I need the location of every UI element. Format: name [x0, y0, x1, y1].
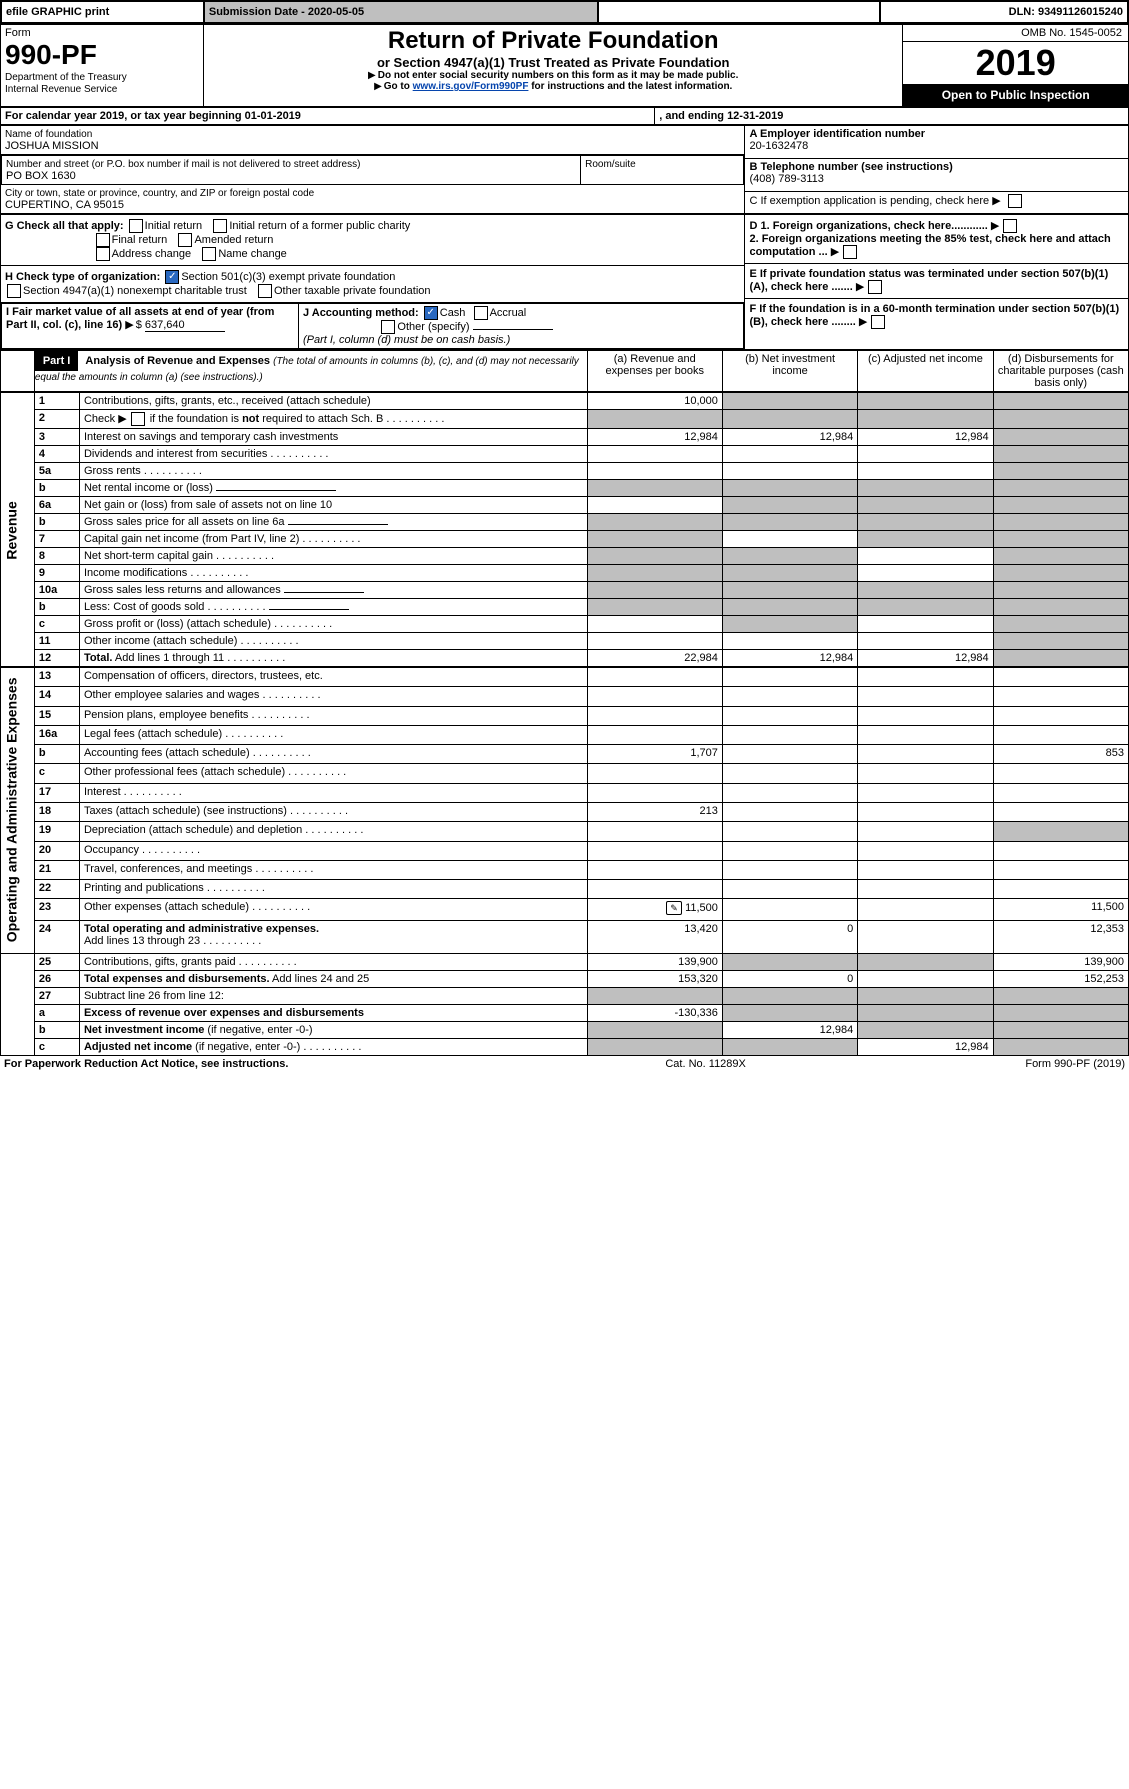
d2: 2. Foreign organizations meeting the 85%… — [749, 233, 1110, 258]
g-initial-return[interactable] — [129, 219, 143, 233]
omb: OMB No. 1545-0052 — [903, 25, 1128, 42]
d1-checkbox[interactable] — [1003, 219, 1017, 233]
j-note: (Part I, column (d) must be on cash basi… — [303, 334, 510, 346]
footer-form: Form 990-PF (2019) — [847, 1056, 1129, 1072]
g-name[interactable] — [202, 247, 216, 261]
expenses-label: Operating and Administrative Expenses — [1, 667, 35, 953]
g-initial-former[interactable] — [213, 219, 227, 233]
form-link[interactable]: www.irs.gov/Form990PF — [413, 81, 529, 92]
col-b-header: (b) Net investment income — [722, 351, 857, 392]
identity-block: Name of foundation JOSHUA MISSION Number… — [0, 125, 1129, 214]
part1-table: Revenue 1 Contributions, gifts, grants, … — [0, 392, 1129, 1056]
e-label: E If private foundation status was termi… — [749, 268, 1108, 293]
g-amended[interactable] — [178, 233, 192, 247]
tax-year: 2019 — [903, 42, 1128, 84]
g-address[interactable] — [96, 247, 110, 261]
j-accrual[interactable] — [474, 306, 488, 320]
open-inspection: Open to Public Inspection — [903, 84, 1128, 106]
j-other[interactable] — [381, 320, 395, 334]
foundation-name: JOSHUA MISSION — [5, 140, 99, 152]
attachment-icon[interactable]: ✎ — [666, 901, 682, 915]
address: PO BOX 1630 — [6, 170, 76, 182]
irs: Internal Revenue Service — [5, 84, 117, 95]
tel-label: B Telephone number (see instructions) — [749, 161, 952, 173]
h-501c3[interactable] — [165, 270, 179, 284]
c-checkbox[interactable] — [1008, 194, 1022, 208]
telephone: (408) 789-3113 — [749, 173, 823, 185]
page-footer: For Paperwork Reduction Act Notice, see … — [0, 1056, 1129, 1072]
i-label: I Fair market value of all assets at end… — [6, 306, 274, 331]
revenue-label: Revenue — [1, 393, 35, 668]
dln: DLN: 93491126015240 — [880, 1, 1128, 23]
form-label: Form — [5, 27, 31, 39]
form-number: 990-PF — [5, 39, 97, 70]
top-bar: efile GRAPHIC print Submission Date - 20… — [0, 0, 1129, 24]
col-d-header: (d) Disbursements for charitable purpose… — [993, 351, 1128, 392]
form-subtitle: or Section 4947(a)(1) Trust Treated as P… — [208, 55, 898, 70]
d1: D 1. Foreign organizations, check here..… — [749, 220, 987, 232]
j-cash[interactable] — [424, 306, 438, 320]
dept: Department of the Treasury — [5, 72, 127, 83]
cal-end: , and ending 12-31-2019 — [659, 110, 783, 122]
f-checkbox[interactable] — [871, 315, 885, 329]
h-other-taxable[interactable] — [258, 284, 272, 298]
form-header: Form 990-PF Department of the Treasury I… — [0, 24, 1129, 107]
room-label: Room/suite — [585, 159, 636, 170]
col-c-header: (c) Adjusted net income — [858, 351, 993, 392]
i-value: 637,640 — [145, 319, 225, 332]
ein-label: A Employer identification number — [749, 128, 925, 140]
arrow-icon — [992, 195, 1002, 207]
form-title: Return of Private Foundation — [208, 27, 898, 55]
g-label: G Check all that apply: — [5, 220, 124, 232]
h-4947[interactable] — [7, 284, 21, 298]
footer-catno: Cat. No. 11289X — [565, 1056, 847, 1072]
city-label: City or town, state or province, country… — [5, 188, 314, 199]
col-a-header: (a) Revenue and expenses per books — [587, 351, 722, 392]
addr-label: Number and street (or P.O. box number if… — [6, 159, 360, 170]
e-checkbox[interactable] — [868, 280, 882, 294]
name-label: Name of foundation — [5, 129, 92, 140]
cal-begin: For calendar year 2019, or tax year begi… — [5, 110, 301, 122]
efile-print[interactable]: efile GRAPHIC print — [1, 1, 204, 23]
line2-checkbox[interactable] — [131, 412, 145, 426]
submission-date: Submission Date - 2020-05-05 — [204, 1, 598, 23]
c-label: C If exemption application is pending, c… — [749, 195, 989, 207]
city-zip: CUPERTINO, CA 95015 — [5, 199, 124, 211]
j-label: J Accounting method: — [303, 307, 419, 319]
d2-checkbox[interactable] — [843, 245, 857, 259]
g-final-return[interactable] — [96, 233, 110, 247]
h-label: H Check type of organization: — [5, 271, 160, 283]
ein: 20-1632478 — [749, 140, 808, 152]
f-label: F If the foundation is in a 60-month ter… — [749, 303, 1119, 328]
note-1: Do not enter social security numbers on … — [378, 70, 739, 81]
footer-left: For Paperwork Reduction Act Notice, see … — [4, 1058, 288, 1070]
part1-title: Analysis of Revenue and Expenses — [85, 355, 270, 367]
